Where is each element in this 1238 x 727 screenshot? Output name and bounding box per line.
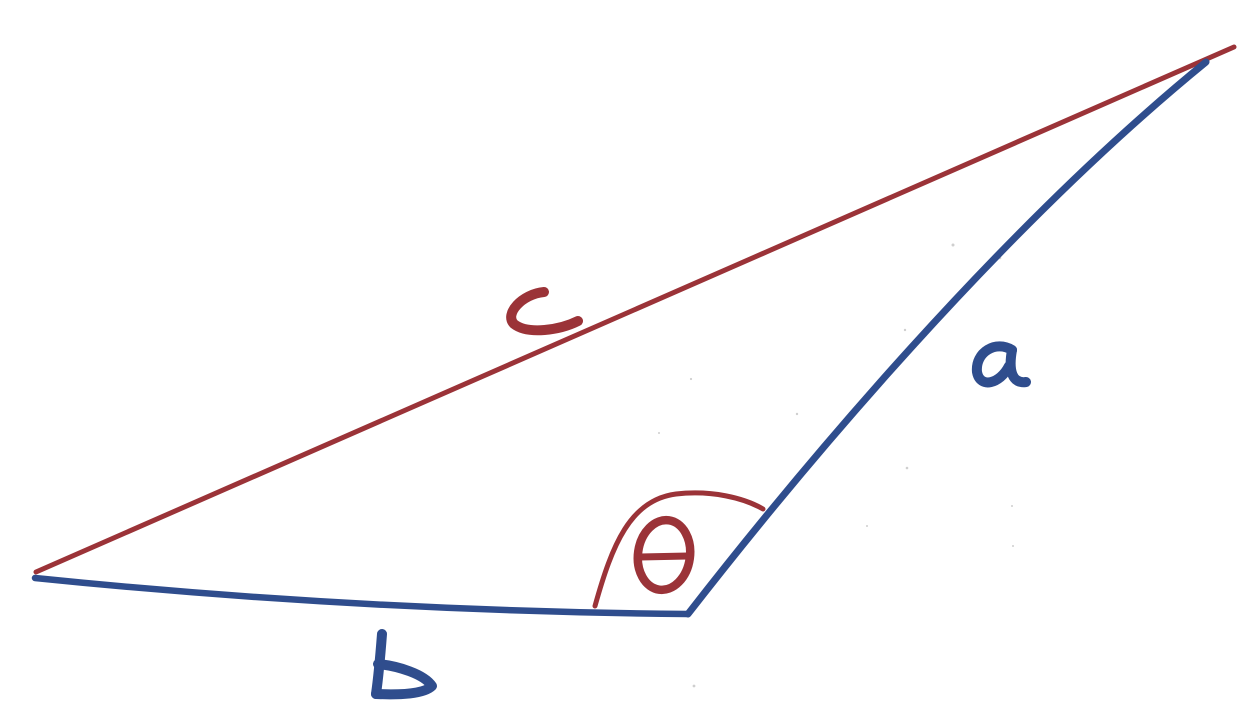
side-c-line <box>33 44 1237 575</box>
label-a-glyph <box>971 341 1031 388</box>
side-a-line <box>684 58 1210 618</box>
label-b-glyph <box>371 629 437 700</box>
side-b-line <box>31 574 692 618</box>
angle-arc <box>592 490 766 609</box>
background-specks <box>658 243 1014 688</box>
label-theta-glyph <box>633 515 695 595</box>
label-c-glyph <box>506 287 583 336</box>
